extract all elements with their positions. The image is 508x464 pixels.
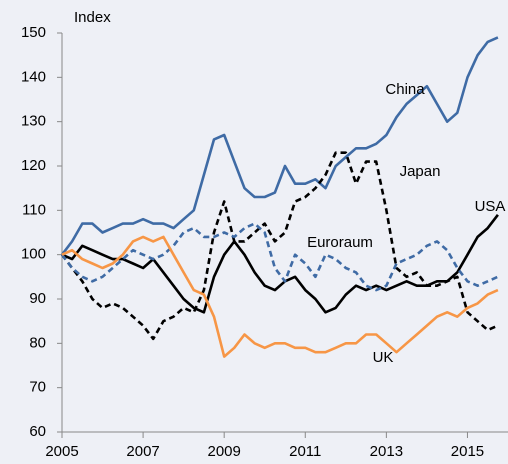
y-tick-label: 90 — [29, 290, 46, 307]
y-tick-label: 130 — [21, 113, 46, 130]
series-line — [60, 222, 499, 292]
x-tick-label: 2013 — [370, 443, 403, 460]
series-line — [60, 36, 499, 256]
series-label: UK — [373, 349, 394, 366]
y-tick-label: 150 — [21, 24, 46, 41]
series-line — [61, 214, 499, 314]
y-tick-label: 60 — [29, 423, 46, 440]
x-tick-label: 2007 — [126, 443, 159, 460]
x-tick-label: 2009 — [207, 443, 240, 460]
series-label: China — [385, 81, 425, 98]
y-tick-label: 70 — [29, 379, 46, 396]
y-axis-label: Index — [74, 9, 111, 26]
series-line — [61, 235, 499, 358]
y-tick-label: 140 — [21, 68, 46, 85]
series-line — [60, 151, 499, 341]
y-tick-label: 100 — [21, 246, 46, 263]
y-tick-label: 120 — [21, 157, 46, 174]
series-label: Euroraum — [307, 234, 373, 251]
y-tick-label: 110 — [22, 201, 46, 218]
series-label: Japan — [400, 163, 441, 180]
x-tick-label: 2011 — [289, 443, 321, 460]
series-label: USA — [475, 198, 506, 215]
x-tick-label: 2015 — [451, 443, 484, 460]
x-tick-label: 2005 — [45, 443, 78, 460]
y-tick-label: 80 — [29, 334, 46, 351]
